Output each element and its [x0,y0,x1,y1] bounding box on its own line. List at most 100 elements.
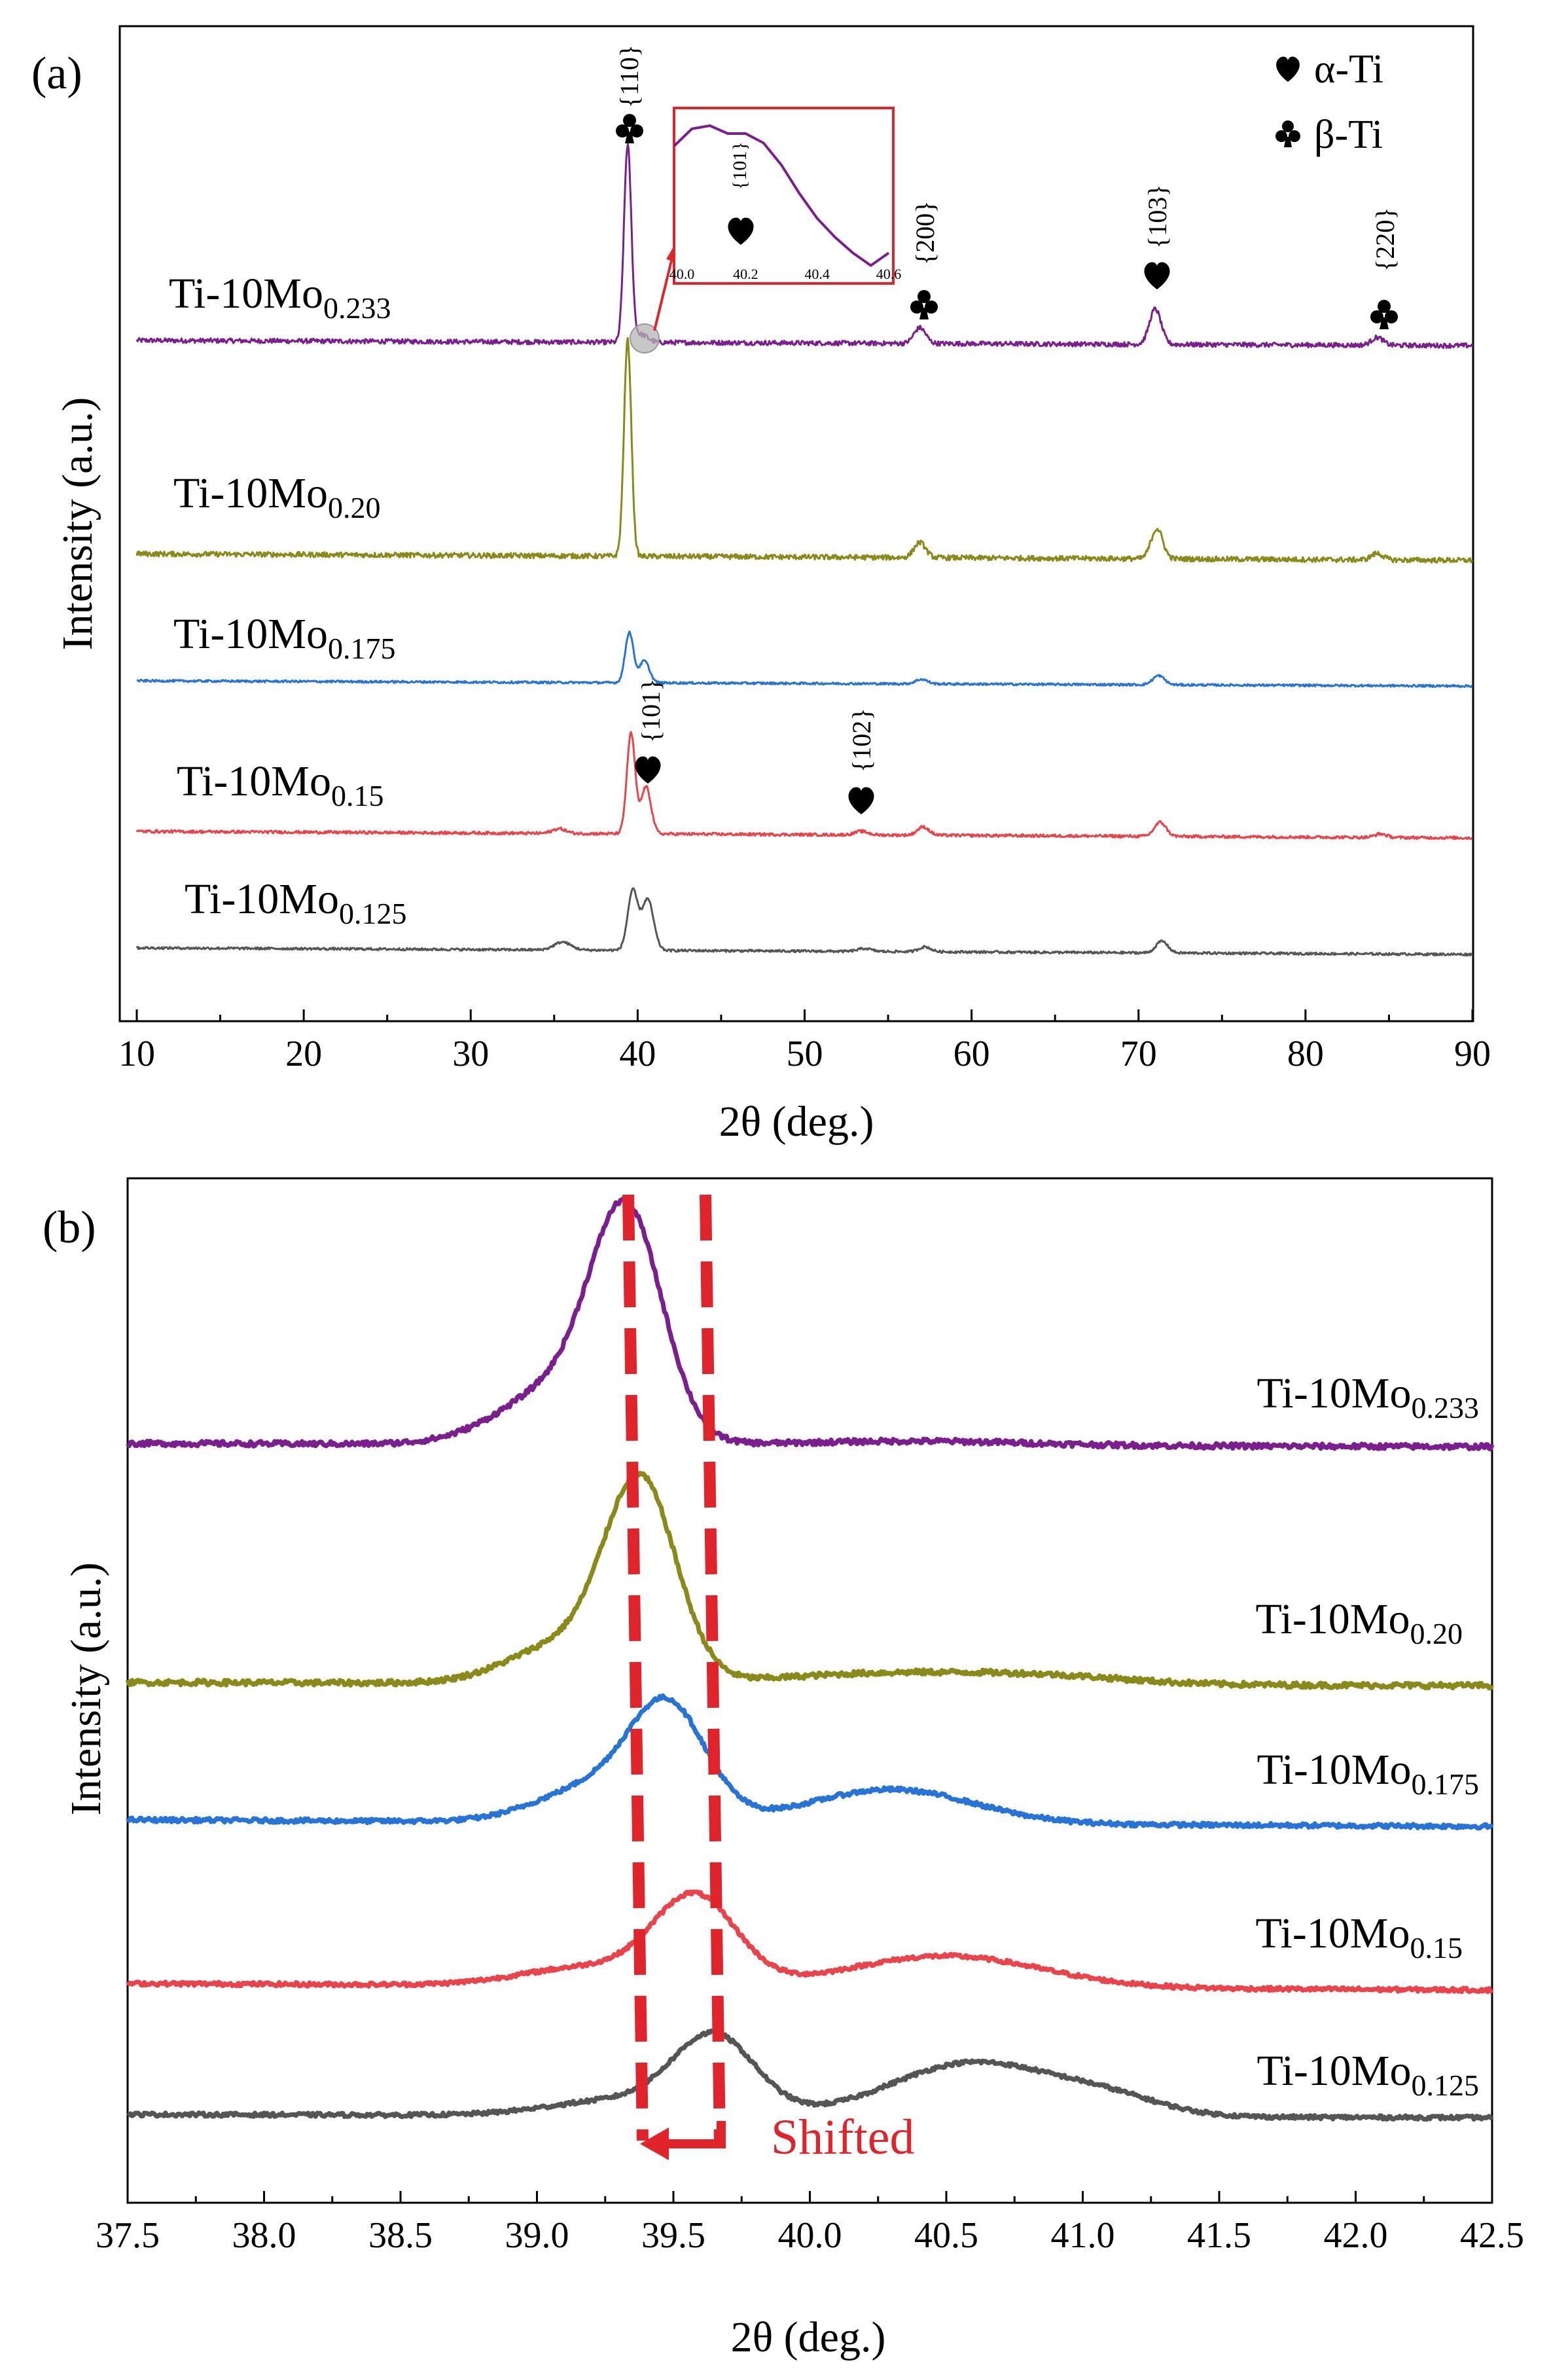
x-tick-label: 40.0 [778,2215,842,2256]
panel-a-legend: α-Ti β-Ti [1275,47,1383,157]
heart-icon [1144,262,1170,289]
series-label-subscript: 0.15 [331,779,384,812]
shift-dashed-line-left [622,1194,649,2141]
annotation-beta-110: {110} [615,45,644,143]
panel-a-x-ticks: 10 20 30 40 50 60 70 80 90 [118,1009,1491,1074]
annotation-beta-200: {200} [910,201,940,319]
x-tick-label: 41.0 [1051,2215,1115,2256]
series-label: Ti-10Mo0.125 [185,875,407,930]
series-label-subscript: 0.125 [1412,2069,1480,2102]
series-line [135,887,1473,957]
club-icon [1370,300,1398,329]
hkl-102-label: {102} [847,708,876,772]
heart-icon [728,217,754,245]
hkl-220-label: {220} [1370,208,1400,272]
inset-tick-label: 40.6 [876,266,902,282]
inset-curve [673,124,890,268]
x-tick-label: 40 [619,1034,656,1074]
inset-x-ticks: 40.0 40.2 40.4 40.6 [669,266,902,282]
heart-icon [848,787,874,814]
series-label: Ti-10Mo0.125 [1257,2047,1480,2102]
panel-b-x-axis-title: 2θ (deg.) [731,2313,886,2361]
series-label: Ti-10Mo0.175 [173,610,396,665]
club-icon [1275,120,1300,147]
panel-b-x-ticks: 37.5 38.0 38.5 39.0 39.5 40.0 40.5 41.0 41.5 42.0… [96,2191,1524,2256]
series-label: Ti-10Mo0.233 [169,270,391,325]
annotation-alpha-102: {102} [847,708,876,814]
x-tick-label: 50 [787,1034,823,1074]
series-line [136,630,1473,689]
x-tick-label: 38.5 [368,2215,433,2256]
hkl-103-label: {103} [1143,185,1172,249]
x-tick-label: 42.5 [1460,2215,1524,2256]
inset-zoom: 40.0 40.2 40.4 40.6 {101} [630,107,902,353]
x-tick-label: 41.5 [1187,2215,1251,2256]
series-label-subscript: 0.233 [1412,1391,1480,1424]
x-tick-label: 20 [285,1034,322,1074]
x-tick-label: 90 [1454,1034,1491,1074]
club-icon [616,114,643,143]
hkl-110-label: {110} [615,45,644,108]
legend-beta-label: β-Ti [1314,113,1383,157]
series-line [125,1470,1494,1691]
inset-tick-label: 40.0 [669,266,695,282]
series-label: Ti-10Mo0.233 [1257,1369,1480,1424]
series-label-base: Ti-10Mo [1257,1369,1412,1417]
x-tick-label: 10 [118,1034,155,1074]
shift-arrow [661,2121,726,2148]
series-label-base: Ti-10Mo [177,757,331,805]
annotation-alpha-101: {101} [635,679,666,784]
heart-icon [635,756,661,784]
series-label-subscript: 0.20 [1410,1617,1463,1650]
series-label-base: Ti-10Mo [169,270,323,317]
series-label-subscript: 0.175 [328,632,396,665]
annotation-beta-220: {220} [1370,208,1400,329]
x-tick-label: 80 [1287,1034,1324,1074]
panel-b-series: Ti-10Mo0.233Ti-10Mo0.20Ti-10Mo0.175Ti-10… [125,1196,1495,2122]
series-line [126,1693,1494,1831]
series-line [135,143,1474,349]
series-label: Ti-10Mo0.15 [1256,1909,1463,1964]
panel-a-x-axis-title: 2θ (deg.) [719,1098,874,1146]
legend-alpha-label: α-Ti [1314,47,1383,92]
x-tick-label: 39.0 [505,2215,569,2256]
inset-highlight-circle [630,323,660,353]
series-label-subscript: 0.175 [1412,1767,1480,1801]
inset-pointer-arrow [653,255,674,331]
arrow-left-icon [640,2127,669,2160]
series-label-subscript: 0.20 [328,491,381,524]
series-label: Ti-10Mo0.20 [173,469,381,524]
series-line [126,1196,1495,1452]
inset-hkl-label: {101} [729,141,751,190]
series-line [135,336,1474,564]
inset-tick-label: 40.4 [804,266,830,282]
panel-a-y-axis-title: Intensity (a.u.) [54,397,101,651]
club-icon [910,290,938,319]
x-tick-label: 42.0 [1324,2215,1388,2256]
series-label-subscript: 0.125 [339,897,407,930]
panel-a-label: (a) [31,48,82,99]
panel-b-label: (b) [43,1203,96,1253]
shift-dashed-line-right [700,1194,726,2141]
x-tick-label: 60 [953,1034,990,1074]
series-label: Ti-10Mo0.20 [1256,1595,1463,1650]
series-label: Ti-10Mo0.15 [177,757,384,812]
series-line [126,2028,1494,2122]
inset-tick-label: 40.2 [733,266,758,282]
series-label: Ti-10Mo0.175 [1257,1746,1480,1801]
x-tick-label: 38.0 [232,2215,296,2256]
x-tick-label: 70 [1120,1034,1157,1074]
series-line [126,1889,1494,1995]
series-label-base: Ti-10Mo [1257,1746,1412,1794]
x-tick-label: 37.5 [96,2215,160,2256]
panel-a-frame [118,25,1474,1023]
series-label-base: Ti-10Mo [185,875,339,923]
shift-label: Shifted [771,2110,915,2165]
series-label-base: Ti-10Mo [173,469,328,517]
panel-b: (b) 37.5 38.0 38.5 39.0 39.5 40.0 40.5 41.0 41.5… [43,1177,1524,2361]
panel-a: (a) 10 20 30 40 50 60 70 80 90 2θ (deg.) Intensi… [31,25,1491,1146]
series-label-base: Ti-10Mo [1256,1909,1410,1957]
shift-annotation: Shifted [622,1194,915,2165]
x-tick-label: 40.5 [914,2215,978,2256]
